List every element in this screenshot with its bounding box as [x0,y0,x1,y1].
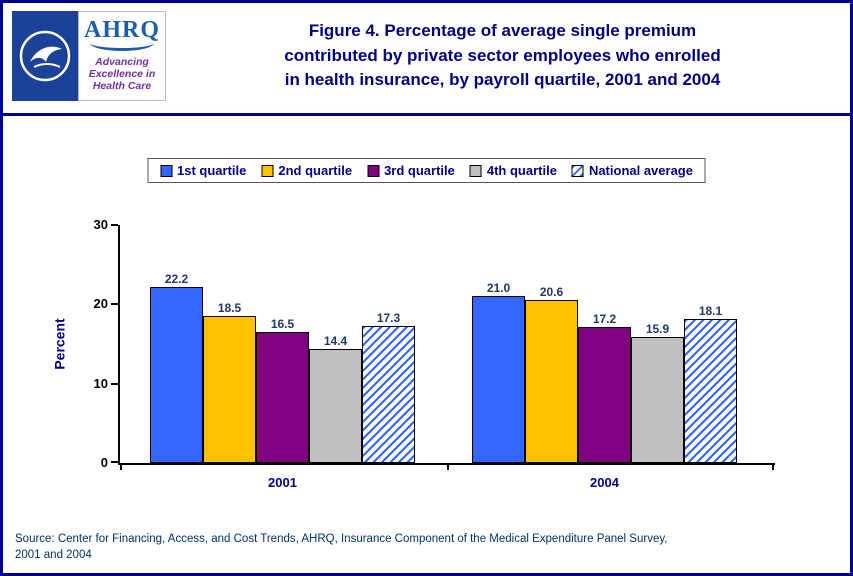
y-axis-title-box: Percent [45,225,75,463]
y-tick-mark [111,303,118,306]
legend-label: 2nd quartile [278,163,353,178]
hhs-seal-icon [19,30,71,82]
legend-item: 4th quartile [469,163,557,178]
bar-value-label: 17.2 [592,312,617,326]
legend-swatch [160,164,173,177]
bar-column: 22.2 [150,272,203,463]
legend-swatch [571,164,584,177]
bar-value-label: 17.3 [376,311,401,325]
bar-4th-quartile-2001 [309,349,362,463]
x-tick-mark [447,463,449,470]
bar-2nd-quartile-2001 [203,316,256,463]
bar-column: 20.6 [525,285,578,463]
legend-label: 4th quartile [486,163,557,178]
legend-label: 3rd quartile [384,163,455,178]
bar-national-average-2004 [684,319,737,463]
legend-item: 3rd quartile [367,163,455,178]
bar-value-label: 21.0 [486,281,511,295]
legend: 1st quartile 2nd quartile 3rd quartile 4th … [147,158,706,183]
x-tick-mark [772,463,774,470]
bar-group-2004: 21.0 20.6 17.2 15.9 18.1 [472,281,737,463]
bar-value-label: 15.9 [645,322,670,336]
legend-label: National average [588,163,693,178]
category-label-2004: 2004 [590,475,619,490]
y-tick-label: 0 [100,455,108,470]
legend-swatch [261,164,274,177]
bar-4th-quartile-2004 [631,337,684,463]
header-divider [3,113,850,116]
bar-value-label: 22.2 [164,272,189,286]
legend-swatch [469,164,482,177]
bar-column: 21.0 [472,281,525,463]
bar-value-label: 20.6 [539,285,564,299]
bar-column: 18.5 [203,301,256,463]
y-tick-mark [111,382,118,385]
bar-value-label: 18.5 [217,301,242,315]
legend-item: 2nd quartile [261,163,352,178]
category-label-2001: 2001 [268,475,297,490]
y-tick-label: 20 [93,296,108,312]
y-tick-label: 10 [93,375,108,391]
x-tick-mark [120,463,122,470]
ahrq-swoosh-icon [90,40,154,51]
bar-national-average-2001 [362,326,415,463]
y-tick-mark [111,224,118,226]
bar-column: 16.5 [256,317,309,463]
bar-column: 17.2 [578,312,631,463]
bar-value-label: 16.5 [270,317,295,331]
hhs-logo [12,11,78,101]
y-axis-title: Percent [52,318,69,370]
bar-group-2001: 22.2 18.5 16.5 14.4 17.3 [150,272,415,463]
legend-swatch [367,164,380,177]
plot-area: Percent 0 10 20 30 22.2 18.5 16.5 14.4 17.3 2001 2… [52,217,775,490]
legend-label: 1st quartile [177,163,247,178]
source-note: Source: Center for Financing, Access, an… [15,533,668,562]
legend-item: 1st quartile [160,163,246,178]
bar-3rd-quartile-2004 [578,327,631,463]
ahrq-tagline-text: Advancing Excellence in Health Care [88,56,156,93]
bar-column: 18.1 [684,304,737,463]
ahrq-acronym-text: AHRQ [84,17,160,43]
figure-title: Figure 4. Percentage of average single p… [284,21,721,90]
bar-column: 15.9 [631,322,684,463]
bar-column: 14.4 [309,334,362,463]
legend-item: National average [571,163,693,178]
bar-column: 17.3 [362,311,415,463]
bar-1st-quartile-2004 [472,296,525,463]
bar-value-label: 14.4 [323,334,348,348]
bar-value-label: 18.1 [698,304,723,318]
y-tick-label: 30 [93,217,108,232]
bar-2nd-quartile-2004 [525,300,578,463]
bar-1st-quartile-2001 [150,287,203,463]
ahrq-logo: AHRQ Advancing Excellence in Health Care [78,11,166,101]
bar-3rd-quartile-2001 [256,332,309,463]
y-tick-mark [111,461,118,463]
